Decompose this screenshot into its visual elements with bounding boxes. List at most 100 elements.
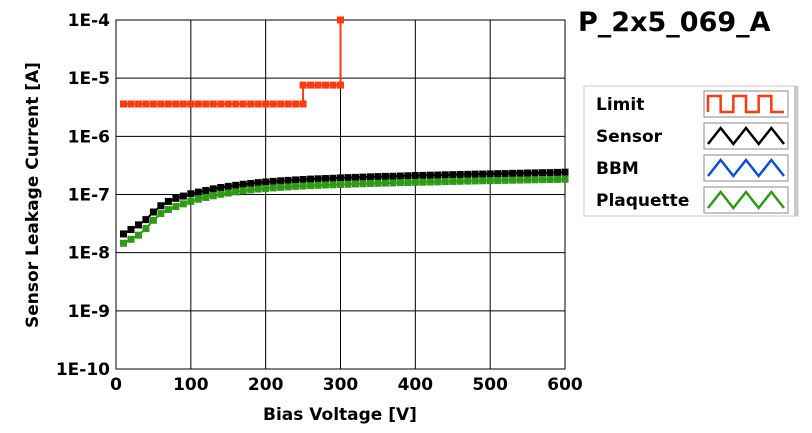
data-point-sensor — [449, 171, 457, 179]
data-point-plaquette — [516, 176, 524, 184]
data-point-sensor — [404, 172, 412, 180]
data-point-plaquette — [202, 193, 210, 201]
data-point-plaquette — [307, 182, 315, 190]
series-limit — [119, 16, 344, 108]
data-point-sensor — [516, 169, 524, 177]
data-point-plaquette — [366, 179, 374, 187]
data-point-plaquette — [411, 178, 419, 186]
data-point-plaquette — [239, 187, 247, 195]
data-point-sensor — [366, 173, 374, 181]
data-point-plaquette — [134, 231, 142, 239]
data-point-plaquette — [501, 176, 509, 184]
data-point-plaquette — [351, 180, 359, 188]
data-point-sensor — [299, 176, 307, 184]
data-point-sensor — [434, 171, 442, 179]
data-point-sensor — [142, 216, 150, 224]
y-tick-label: 1E-7 — [68, 186, 110, 206]
data-point-limit — [337, 81, 344, 89]
data-point-plaquette — [381, 179, 389, 187]
data-point-sensor — [284, 176, 292, 184]
data-point-plaquette — [494, 177, 502, 185]
data-point-limit — [322, 81, 330, 89]
x-tick-label: 600 — [547, 375, 583, 395]
data-point-plaquette — [359, 180, 367, 188]
data-point-plaquette — [224, 189, 232, 197]
legend-label-bbm: BBM — [596, 159, 639, 179]
x-tick-label: 400 — [398, 375, 434, 395]
data-point-limit — [239, 100, 247, 108]
data-point-limit — [164, 100, 172, 108]
data-point-sensor — [524, 169, 532, 177]
data-point-limit — [187, 100, 195, 108]
y-axis-title: Sensor Leakage Current [A] — [23, 62, 43, 328]
data-point-sensor — [494, 170, 502, 178]
data-point-limit — [172, 100, 180, 108]
legend-glyph-plaquette — [707, 189, 785, 211]
data-point-plaquette — [434, 178, 442, 186]
data-point-sensor — [456, 170, 464, 178]
data-point-sensor — [172, 194, 180, 202]
data-point-sensor — [179, 192, 187, 200]
data-point-plaquette — [479, 177, 487, 185]
data-point-sensor — [396, 172, 404, 180]
data-point-plaquette — [419, 178, 427, 186]
data-point-limit — [269, 100, 277, 108]
data-point-limit — [262, 100, 270, 108]
legend-items: Limit Sensor BBM Plaquette — [596, 90, 789, 214]
data-point-plaquette — [277, 183, 285, 191]
data-point-plaquette — [217, 190, 225, 198]
x-tick-label: 100 — [173, 375, 209, 395]
data-point-plaquette — [389, 179, 397, 187]
y-tick-label: 1E-8 — [68, 244, 110, 264]
data-point-limit — [247, 100, 255, 108]
data-point-sensor — [531, 169, 539, 177]
x-tick-label: 200 — [248, 375, 284, 395]
data-point-sensor — [561, 168, 569, 176]
data-point-plaquette — [404, 178, 412, 186]
data-point-limit — [127, 100, 135, 108]
data-point-sensor — [539, 169, 547, 177]
data-point-limit — [142, 100, 150, 108]
data-point-plaquette — [509, 176, 517, 184]
data-point-sensor — [209, 185, 217, 193]
x-axis-tick-labels: 0 100 200 300 400 500 600 — [110, 375, 583, 395]
data-point-sensor — [277, 177, 285, 185]
legend-item-limit: Limit — [596, 90, 789, 118]
data-point-sensor — [134, 221, 142, 229]
data-point-sensor — [164, 197, 172, 205]
data-point-limit — [217, 100, 225, 108]
data-point-limit — [209, 100, 217, 108]
data-point-plaquette — [396, 179, 404, 187]
data-point-sensor — [419, 171, 427, 179]
legend-shadow — [794, 86, 798, 216]
data-point-limit — [119, 100, 127, 108]
x-axis-title: Bias Voltage [V] — [263, 405, 417, 425]
data-point-sensor — [554, 168, 562, 176]
legend-item-bbm: BBM — [596, 154, 789, 182]
data-point-sensor — [314, 175, 322, 183]
data-point-plaquette — [187, 197, 195, 205]
data-point-plaquette — [374, 179, 382, 187]
data-point-sensor — [262, 178, 270, 186]
data-point-sensor — [337, 174, 344, 182]
data-point-sensor — [359, 173, 367, 181]
data-point-sensor — [471, 170, 479, 178]
data-point-plaquette — [262, 184, 270, 192]
data-point-limit — [232, 100, 240, 108]
data-point-plaquette — [426, 178, 434, 186]
data-point-limit — [307, 81, 315, 89]
data-point-sensor — [187, 190, 195, 198]
data-point-plaquette — [284, 183, 292, 191]
data-point-sensor — [239, 180, 247, 188]
data-point-limit — [284, 100, 292, 108]
data-point-sensor — [247, 179, 255, 187]
legend-label-plaquette: Plaquette — [596, 191, 689, 211]
data-point-limit — [254, 100, 262, 108]
legend-item-plaquette: Plaquette — [596, 186, 789, 214]
data-point-sensor — [441, 171, 449, 179]
x-tick-label: 300 — [323, 375, 359, 395]
data-point-sensor — [149, 208, 157, 216]
legend-item-sensor: Sensor — [596, 122, 789, 150]
data-point-plaquette — [322, 181, 330, 189]
